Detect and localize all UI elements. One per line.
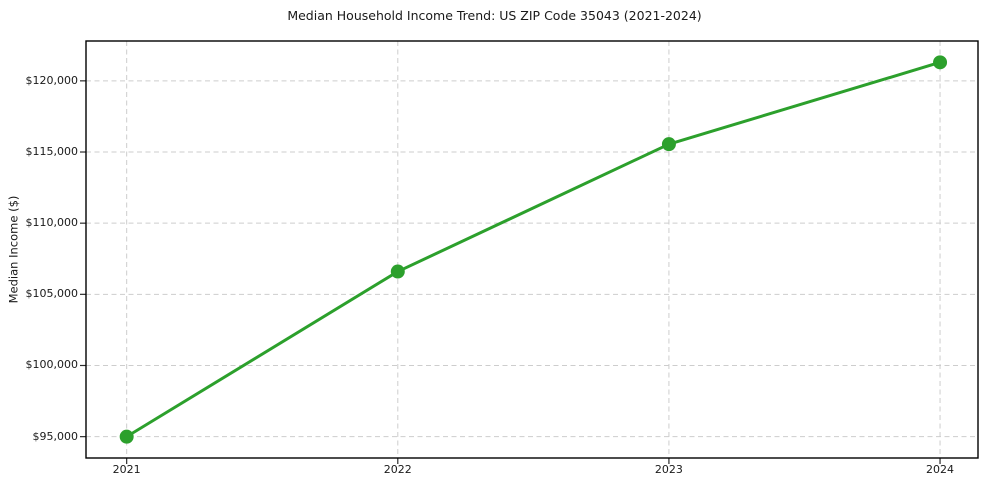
data-point-marker: [933, 55, 948, 70]
x-tick-label: 2022: [383, 463, 412, 476]
y-tick-label: $115,000: [25, 145, 79, 158]
data-point-marker: [390, 264, 405, 279]
chart-title: Median Household Income Trend: US ZIP Co…: [287, 8, 702, 23]
y-tick-label: $110,000: [25, 216, 79, 230]
x-tick-label: 2023: [654, 463, 683, 476]
data-point-marker: [661, 137, 676, 152]
y-tick-label: $95,000: [32, 429, 79, 443]
x-tick-label: 2021: [112, 463, 141, 476]
y-tick-label: $100,000: [25, 358, 79, 372]
plot-border: [85, 40, 979, 459]
trend-line: [125, 60, 942, 439]
y-tick-label: $105,000: [25, 287, 79, 301]
data-point-marker: [119, 429, 134, 444]
x-tick-label: 2024: [926, 463, 955, 476]
y-tick-label: $120,000: [25, 73, 79, 87]
